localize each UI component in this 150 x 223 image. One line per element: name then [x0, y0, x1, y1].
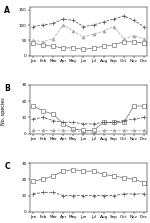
Text: No. species: No. species — [2, 98, 6, 125]
Text: A: A — [4, 6, 10, 15]
Text: B: B — [4, 84, 10, 93]
Text: C: C — [4, 162, 10, 171]
